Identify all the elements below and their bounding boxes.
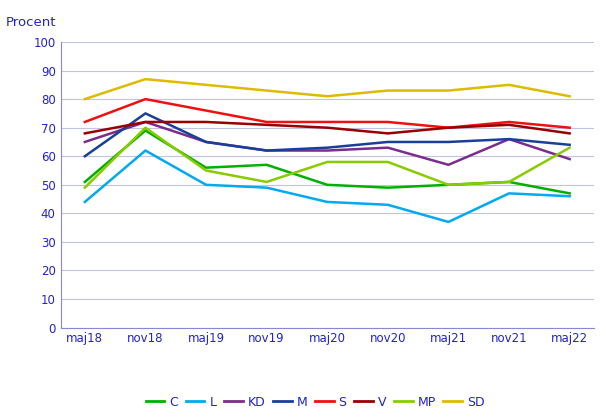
L [142,148,149,153]
M [142,111,149,116]
MP [142,125,149,130]
C [263,162,270,167]
SD [384,88,391,93]
C [566,191,573,196]
KD [505,136,513,142]
KD [445,162,452,167]
M [384,139,391,144]
V [202,119,210,124]
C [142,128,149,133]
KD [81,139,88,144]
Line: SD: SD [85,79,570,99]
L [263,185,270,190]
KD [142,119,149,124]
M [324,145,331,150]
Legend: C, L, KD, M, S, V, MP, SD: C, L, KD, M, S, V, MP, SD [141,391,490,414]
MP [566,145,573,150]
V [324,125,331,130]
S [384,119,391,124]
Line: V: V [85,122,570,134]
KD [384,145,391,150]
C [505,179,513,184]
KD [566,157,573,162]
V [81,131,88,136]
SD [142,76,149,81]
MP [384,160,391,165]
MP [81,185,88,190]
SD [263,88,270,93]
Line: L: L [85,150,570,222]
SD [566,94,573,99]
MP [263,179,270,184]
Line: MP: MP [85,128,570,188]
C [202,165,210,170]
Line: S: S [85,99,570,128]
Line: M: M [85,113,570,156]
MP [324,160,331,165]
KD [202,139,210,144]
M [202,139,210,144]
MP [202,168,210,173]
L [445,219,452,224]
SD [505,82,513,87]
C [324,182,331,187]
L [202,182,210,187]
L [384,202,391,207]
M [81,154,88,159]
S [445,125,452,130]
SD [324,94,331,99]
SD [202,82,210,87]
SD [81,97,88,102]
MP [445,182,452,187]
KD [324,148,331,153]
L [505,191,513,196]
S [142,97,149,102]
M [263,148,270,153]
S [324,119,331,124]
M [566,142,573,147]
L [81,200,88,205]
V [263,122,270,127]
Text: Procent: Procent [6,16,56,29]
V [445,125,452,130]
M [445,139,452,144]
S [263,119,270,124]
C [384,185,391,190]
KD [263,148,270,153]
L [324,200,331,205]
L [566,194,573,199]
SD [445,88,452,93]
V [384,131,391,136]
C [81,179,88,184]
S [566,125,573,130]
Line: KD: KD [85,122,570,165]
V [566,131,573,136]
Line: C: C [85,131,570,193]
V [142,119,149,124]
S [505,119,513,124]
S [202,108,210,113]
M [505,136,513,142]
V [505,122,513,127]
S [81,119,88,124]
MP [505,179,513,184]
C [445,182,452,187]
